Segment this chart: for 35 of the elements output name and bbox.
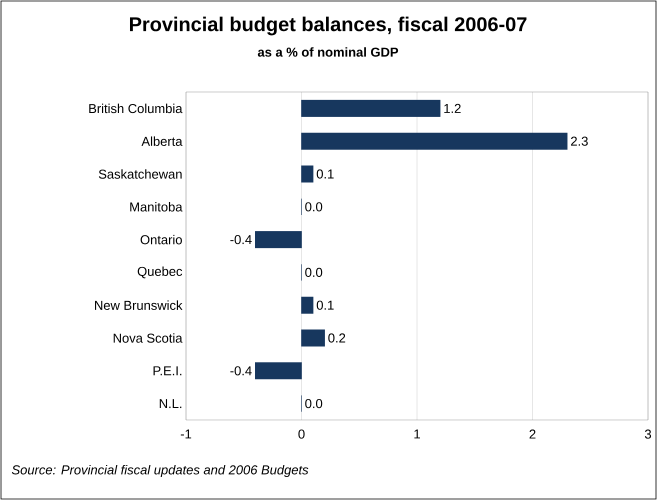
y-tick-label: Nova Scotia <box>114 333 182 343</box>
y-tick-label: British Columbia <box>89 104 182 114</box>
data-label: 0.0 <box>305 399 322 408</box>
x-tick-label: 3 <box>644 430 652 439</box>
data-label: 0.1 <box>316 300 334 310</box>
x-tick-label: 0 <box>298 430 305 439</box>
data-label: 0.0 <box>305 202 322 212</box>
y-tick-label: Quebec <box>138 266 182 278</box>
chart-title: Provincial budget balances, fiscal 2006-07 <box>130 16 526 36</box>
y-tick-label: Saskatchewan <box>98 169 182 179</box>
bar <box>301 132 568 150</box>
y-tick-label: N.L. <box>160 399 182 408</box>
bar <box>301 165 314 182</box>
y-tick-label: Manitoba <box>130 202 182 212</box>
y-tick-label: P.E.I. <box>154 366 182 376</box>
x-tick-label: 1 <box>414 430 420 438</box>
data-label: -0.4 <box>230 235 252 244</box>
source-note: Source: Provincial fiscal updates and 2006 Budgets <box>12 464 308 478</box>
bar <box>301 329 325 346</box>
data-label: 2.3 <box>571 136 588 146</box>
bar <box>255 231 302 248</box>
bar <box>301 296 314 314</box>
chart-subtitle: as a % of nominal GDP <box>258 47 398 57</box>
bar <box>301 100 440 117</box>
bar <box>255 362 302 380</box>
data-label: 1.2 <box>444 104 461 113</box>
data-label: 0.2 <box>328 333 346 343</box>
data-label: 0.1 <box>316 169 334 179</box>
y-tick-label: New Brunswick <box>95 300 182 310</box>
x-tick-label: -1 <box>180 430 192 438</box>
x-tick-label: 2 <box>530 430 536 439</box>
y-tick-label: Alberta <box>141 136 182 146</box>
y-tick-label: Ontario <box>140 234 182 244</box>
data-label: 0.0 <box>305 268 322 277</box>
data-label: -0.4 <box>230 366 252 376</box>
